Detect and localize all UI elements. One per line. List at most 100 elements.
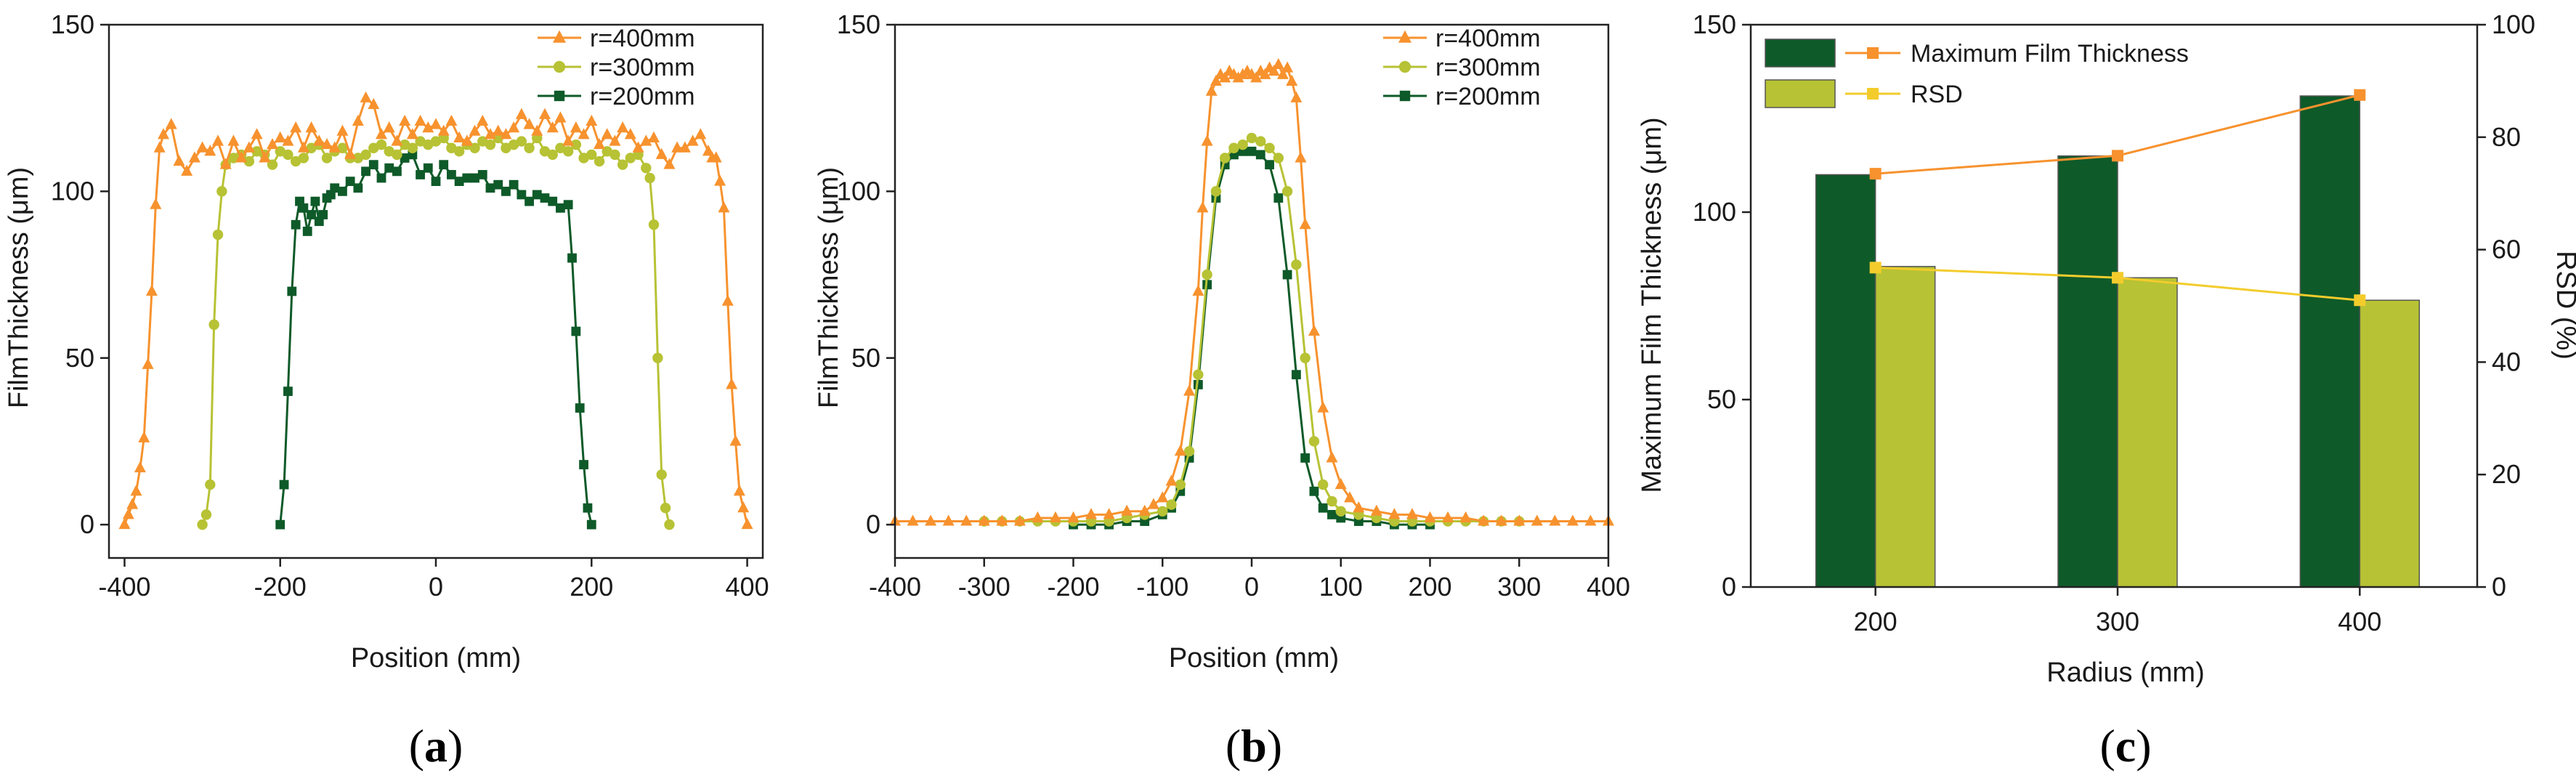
- chart-a-series-2-point: [416, 170, 425, 179]
- chart-b-series-1-point: [1246, 132, 1257, 144]
- chart-b-series-0-point: [1210, 74, 1222, 86]
- chart-a-series-2-point: [470, 173, 479, 183]
- chart-b-series-0-point: [1299, 218, 1311, 230]
- chart-b-series-0-point: [1286, 74, 1298, 86]
- chart-a-series-1-point: [609, 149, 620, 161]
- chart-b-series-1-point: [1318, 479, 1329, 490]
- chart-c-legend-bar-swatch: [1765, 39, 1836, 68]
- chart-a-series-0-point: [640, 134, 652, 146]
- chart-a-series-2-point: [571, 326, 581, 336]
- chart-a-series-1-point: [392, 149, 402, 161]
- chart-a-series-0-point: [376, 128, 387, 139]
- chart-a-xtick-label: -200: [254, 572, 307, 602]
- chart-b-series-0-point: [1268, 65, 1280, 76]
- panel-label-b: (b): [1226, 720, 1282, 772]
- chart-a: Position (mm) FilmThickness (μm) -400 -20…: [4, 9, 769, 673]
- chart-a-series-2-point: [338, 186, 347, 196]
- chart-a-series-2-point: [517, 190, 527, 200]
- chart-a-legend-label: r=400mm: [590, 25, 695, 52]
- chart-b-series-0-point: [1276, 68, 1289, 79]
- chart-a-series-2-point: [345, 177, 355, 187]
- chart-b-legend-swatch-marker: [1398, 60, 1411, 73]
- chart-a-series-1-point: [376, 139, 387, 150]
- chart-b-series-0-point: [1353, 501, 1365, 513]
- chart-a-series-0-point: [531, 124, 543, 136]
- chart-b-series-1-point: [1291, 259, 1302, 270]
- chart-c-xlabel: Radius (mm): [2046, 657, 2204, 688]
- chart-b-series-1-point: [1308, 436, 1320, 447]
- chart-c-ytick-label: 150: [1693, 9, 1736, 39]
- chart-a-series-0-point: [134, 461, 146, 473]
- chart-c-bar-1: [2117, 277, 2178, 588]
- chart-c-frame: [1749, 23, 2479, 588]
- chart-a-xtick-label: 400: [726, 572, 769, 602]
- chart-c-line-1-point: [2112, 272, 2123, 284]
- chart-a-series-0-point: [243, 141, 255, 153]
- chart-a-series-0-point: [383, 121, 395, 133]
- chart-a-series-0-point: [130, 485, 142, 496]
- chart-a-ytick-label: 50: [65, 343, 94, 373]
- chart-b-series-2-point: [1255, 150, 1265, 160]
- panel-b-open: (: [1226, 720, 1241, 772]
- chart-c-y2tick-label: 40: [2492, 347, 2521, 376]
- chart-a-series-2-point: [384, 163, 394, 173]
- chart-b-series-0-point: [1165, 474, 1178, 486]
- chart-a-series-1-point: [594, 155, 605, 167]
- chart-a-series-0-point: [118, 517, 131, 530]
- chart-a-series-0-point: [500, 128, 512, 139]
- chart-b-legend-swatch-marker: [1399, 90, 1411, 102]
- chart-b-xtick-label: 300: [1497, 572, 1541, 602]
- chart-b-xtick-label: -300: [958, 572, 1010, 602]
- chart-a-series-2-point: [279, 479, 289, 490]
- chart-a-series-0-point: [586, 114, 598, 126]
- chart-a-series-1-point: [562, 146, 574, 157]
- chart-b-series-0-point: [1424, 511, 1436, 522]
- chart-c-legend-label: Maximum Film Thickness: [1911, 40, 2189, 68]
- chart-a-series-2-point: [485, 183, 495, 193]
- chart-a-series-1-point: [648, 219, 660, 230]
- chart-b-series-0-point: [1295, 151, 1307, 163]
- chart-b-series-2-point: [1273, 193, 1284, 203]
- chart-a-series-0-point: [453, 131, 466, 142]
- chart-a-series-0-point: [721, 294, 734, 306]
- chart-c-xtick-label: 200: [1854, 607, 1897, 636]
- chart-c-bar-0: [1815, 174, 1876, 588]
- chart-b-legend-label: r=200mm: [1435, 83, 1541, 110]
- chart-a-series-0-point: [485, 128, 496, 139]
- chart-a-series-0-point: [227, 134, 240, 146]
- chart-c-y2tick-label: 80: [2492, 122, 2521, 152]
- chart-b-series-0-point: [1032, 511, 1044, 522]
- chart-c-line-1-point: [2354, 294, 2366, 307]
- panel-b-close: ): [1267, 720, 1282, 772]
- chart-a-series-2-point: [477, 170, 487, 179]
- chart-b-ytick-label: 150: [837, 9, 880, 39]
- chart-b-series-2-line: [1073, 150, 1430, 526]
- chart-b-series-2-point: [1247, 146, 1257, 156]
- chart-a-ytick-label: 150: [51, 9, 94, 39]
- chart-b-series-0-point: [1219, 71, 1231, 83]
- chart-b-ytick-label: 100: [837, 176, 880, 206]
- chart-a-series-0-point: [313, 134, 325, 146]
- chart-a-series-2-point: [299, 203, 309, 213]
- chart-b-series-0-point: [1566, 514, 1579, 526]
- chart-a-series-0-point: [686, 134, 699, 146]
- chart-a-series-0-point: [138, 431, 150, 442]
- chart-a-series-2-point: [579, 460, 588, 469]
- chart-a-legend-label: r=200mm: [590, 83, 695, 110]
- chart-a-series-0-point: [445, 114, 458, 126]
- chart-b-series-0-point: [960, 514, 973, 526]
- chart-b-legend-label: r=300mm: [1435, 54, 1541, 81]
- chart-a-series-0-point: [554, 111, 567, 123]
- chart-c-bar-1: [1874, 266, 1936, 588]
- chart-a-series-0-point: [196, 141, 208, 153]
- chart-b-series-2-point: [1318, 503, 1328, 513]
- panel-label-c: (c): [2099, 720, 2151, 772]
- chart-b-series-0-point: [1157, 491, 1169, 503]
- chart-a-series-0-point: [173, 154, 185, 166]
- chart-a-series-0-point: [282, 134, 294, 146]
- chart-a-series-0-point: [122, 508, 134, 519]
- chart-b-series-0-point: [1250, 71, 1263, 83]
- chart-a-series-0-point: [344, 147, 357, 159]
- chart-a-series-0-point: [655, 147, 668, 159]
